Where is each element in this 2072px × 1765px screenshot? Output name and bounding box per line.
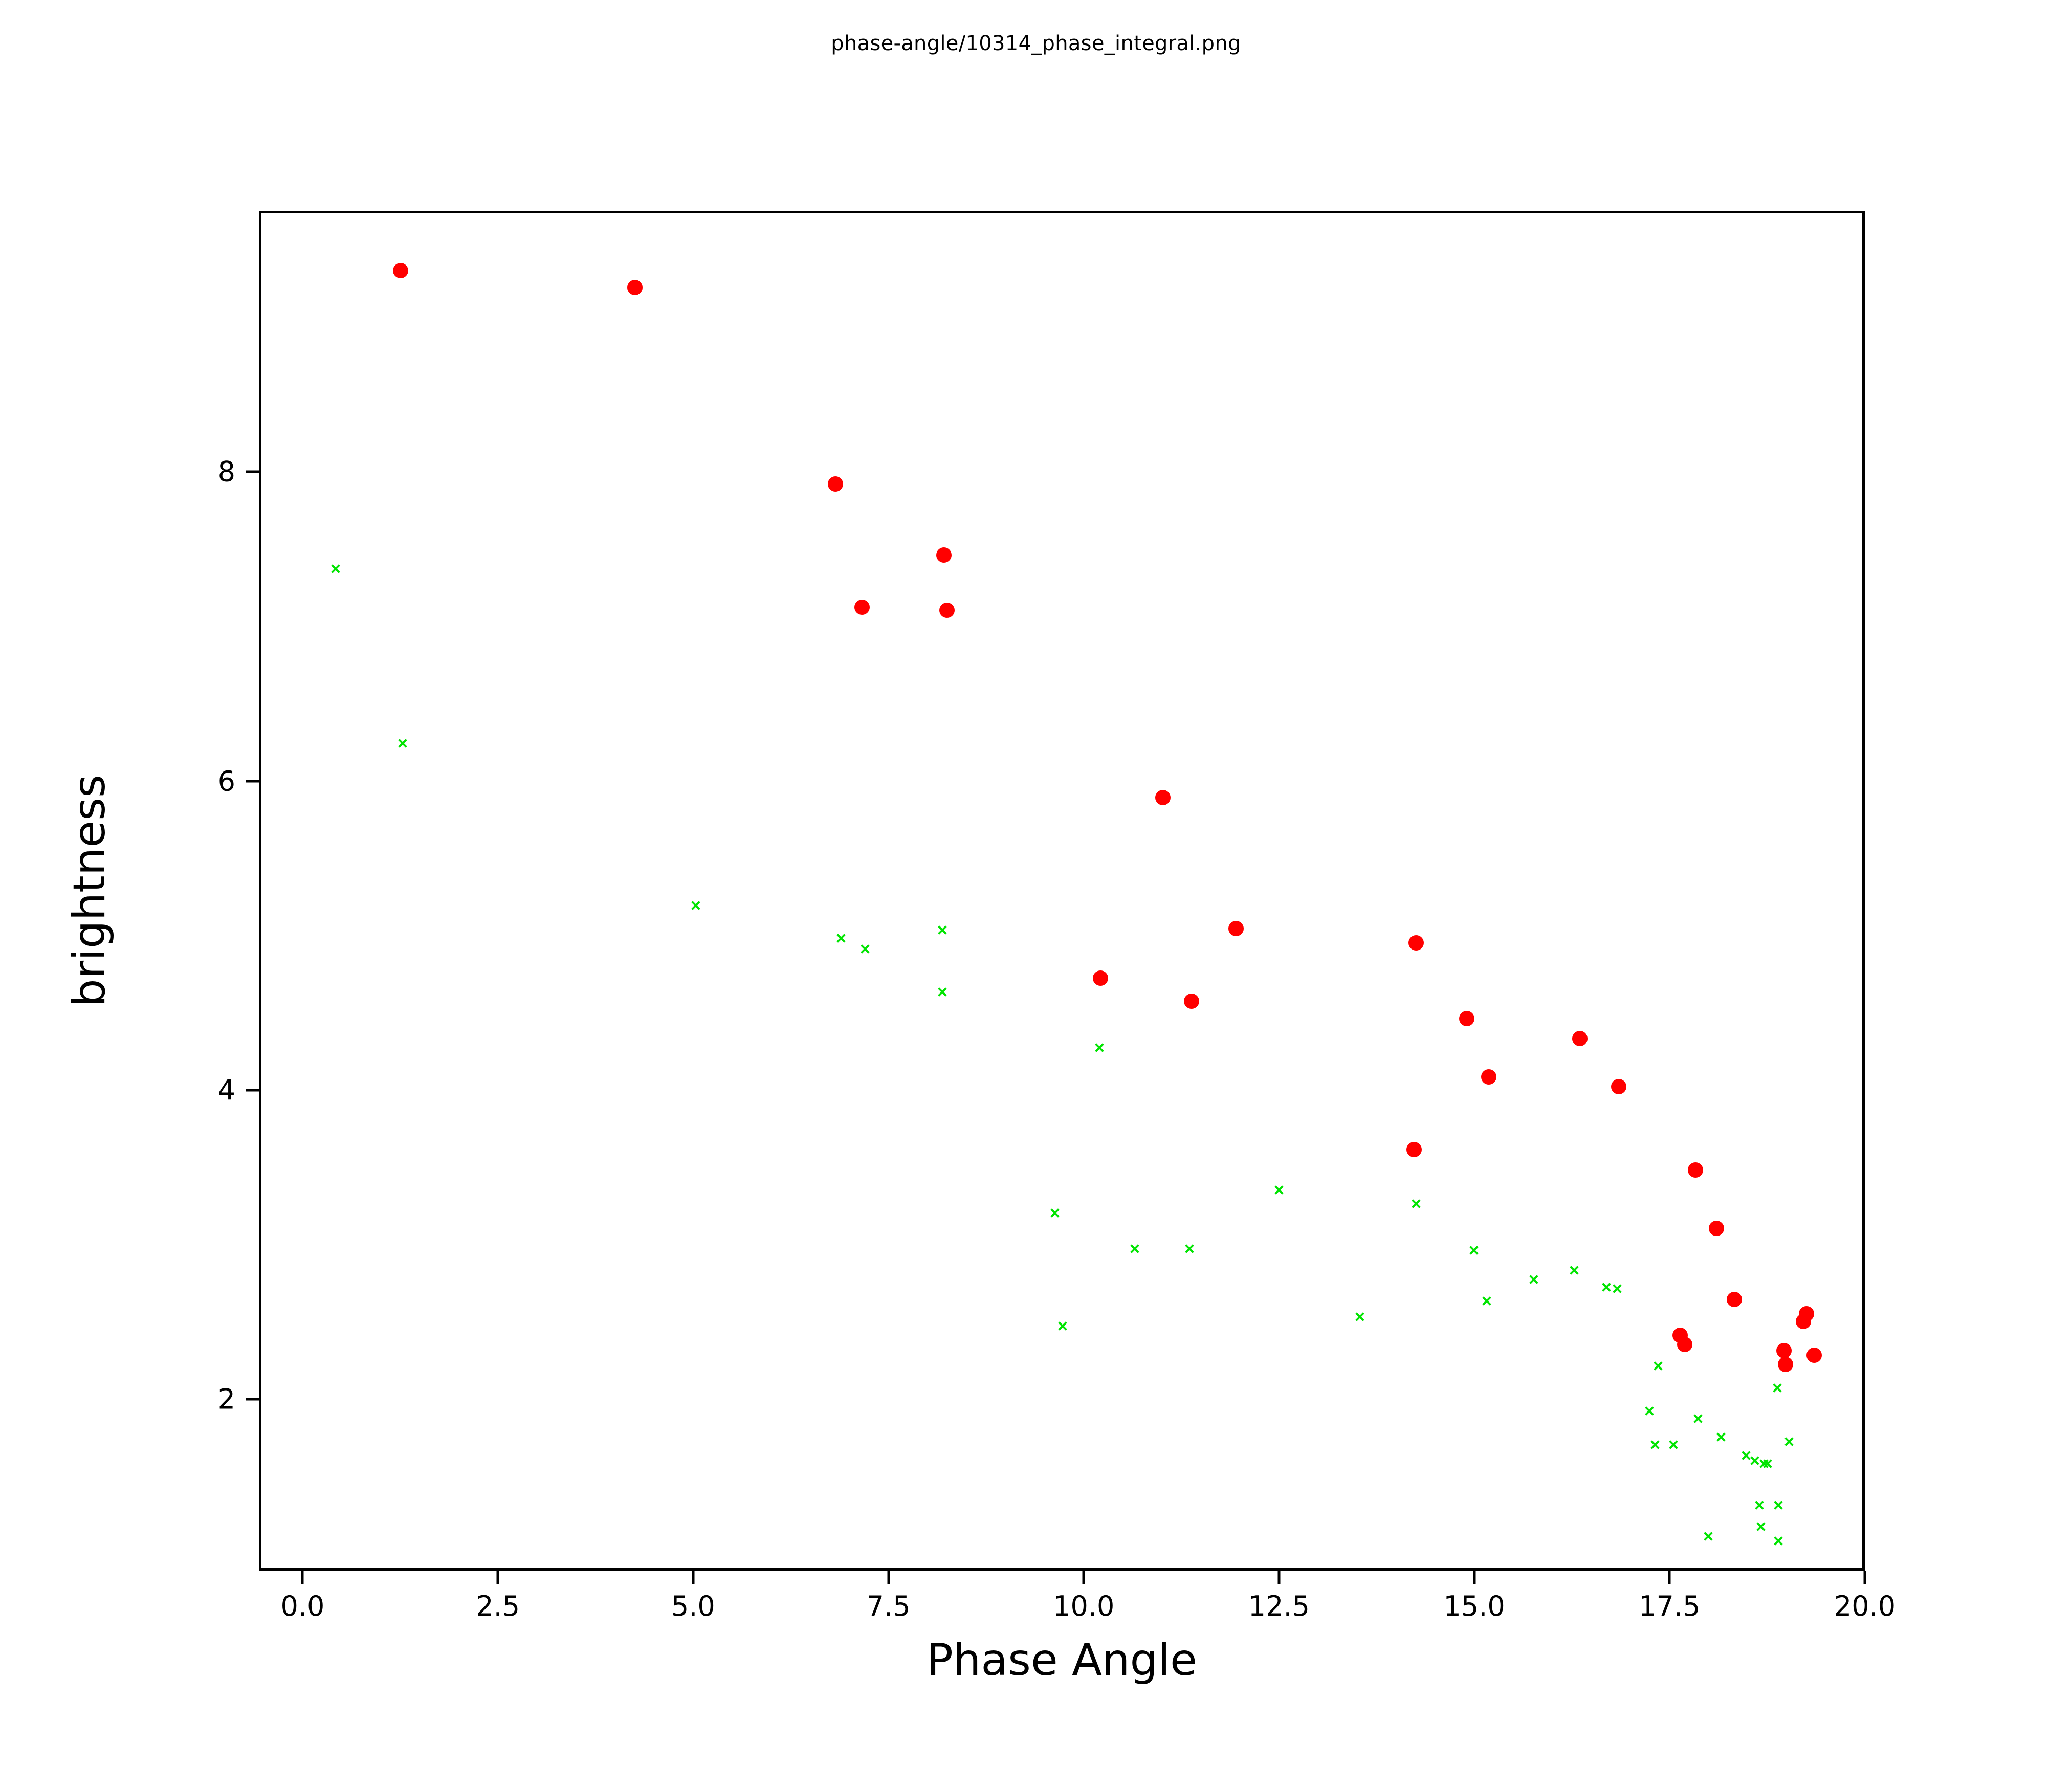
scatter-point-green-cross [1740, 1450, 1752, 1461]
scatter-point-green-cross [937, 924, 948, 936]
y-tick-mark [246, 1398, 259, 1401]
x-tick-label: 12.5 [1248, 1590, 1310, 1622]
y-tick-mark [246, 1089, 259, 1092]
scatter-point-green-cross [1184, 1243, 1195, 1254]
x-tick-label: 2.5 [476, 1590, 520, 1622]
scatter-point-red-circle [1228, 921, 1244, 937]
x-tick-mark [496, 1571, 499, 1584]
scatter-point-green-cross [1755, 1521, 1767, 1532]
x-tick-label: 15.0 [1443, 1590, 1505, 1622]
scatter-point-green-cross [1528, 1274, 1539, 1285]
scatter-point-green-cross [1049, 1207, 1061, 1219]
x-tick-label: 17.5 [1639, 1590, 1701, 1622]
y-axis-label: brightness [64, 775, 115, 1007]
x-tick-mark [887, 1571, 890, 1584]
scatter-point-red-circle [392, 262, 408, 278]
scatter-point-red-circle [1777, 1357, 1793, 1373]
scatter-point-red-circle [1727, 1292, 1743, 1308]
scatter-point-green-cross [1057, 1320, 1068, 1332]
scatter-point-red-circle [1184, 994, 1200, 1009]
y-axis-ticks: 2 4 6 8 [218, 0, 259, 1765]
scatter-point-red-circle [939, 603, 955, 619]
scatter-point-green-cross [1668, 1439, 1679, 1450]
scatter-point-red-circle [1611, 1078, 1627, 1094]
scatter-point-red-circle [1776, 1343, 1792, 1359]
scatter-point-green-cross [1601, 1282, 1612, 1293]
scatter-point-red-circle [936, 547, 952, 563]
scatter-point-red-circle [1481, 1069, 1496, 1085]
scatter-point-green-cross [1612, 1283, 1623, 1294]
scatter-point-green-cross [1715, 1431, 1727, 1443]
scatter-point-red-circle [1572, 1030, 1588, 1046]
scatter-point-green-cross [1652, 1360, 1664, 1372]
x-tick-label: 5.0 [671, 1590, 715, 1622]
scatter-point-red-circle [1406, 1142, 1422, 1158]
y-tick-mark [246, 470, 259, 473]
scatter-point-green-cross [1749, 1455, 1760, 1466]
scatter-point-green-cross [859, 943, 871, 955]
scatter-point-green-cross [1481, 1295, 1492, 1307]
scatter-point-green-cross [1354, 1311, 1365, 1322]
scatter-point-green-cross [1649, 1439, 1661, 1450]
scatter-point-red-circle [1709, 1221, 1725, 1237]
scatter-point-green-cross [1783, 1436, 1795, 1447]
figure-title: phase-angle/10314_phase_integral.png [831, 32, 1241, 55]
plot-area [259, 211, 1865, 1571]
y-tick-mark [246, 780, 259, 783]
x-tick-label: 20.0 [1834, 1590, 1896, 1622]
y-tick-label: 8 [217, 455, 235, 488]
scatter-point-green-cross [1758, 1458, 1770, 1469]
scatter-point-green-cross [690, 900, 701, 911]
scatter-point-green-cross [1410, 1198, 1422, 1209]
scatter-point-green-cross [330, 563, 341, 575]
scatter-point-red-circle [1677, 1336, 1692, 1352]
x-tick-mark [1668, 1571, 1671, 1584]
scatter-point-green-cross [1644, 1405, 1655, 1417]
scatter-point-green-cross [1772, 1382, 1783, 1394]
scatter-point-green-cross [1094, 1042, 1105, 1053]
scatter-point-green-cross [1569, 1265, 1580, 1276]
x-tick-mark [1863, 1571, 1866, 1584]
x-tick-mark [301, 1571, 304, 1584]
scatter-point-green-cross [1703, 1531, 1714, 1542]
scatter-point-red-circle [1688, 1162, 1704, 1178]
scatter-point-green-cross [1692, 1413, 1704, 1424]
y-tick-label: 4 [217, 1074, 235, 1107]
x-tick-mark [1277, 1571, 1281, 1584]
scatter-point-green-cross [1129, 1243, 1140, 1254]
y-tick-label: 2 [217, 1383, 235, 1416]
scatter-point-green-cross [1773, 1499, 1784, 1511]
scatter-point-red-circle [1806, 1348, 1822, 1363]
scatter-point-red-circle [1798, 1306, 1814, 1321]
scatter-point-green-cross [835, 933, 847, 944]
x-tick-mark [692, 1571, 695, 1584]
x-axis-label: Phase Angle [927, 1635, 1197, 1686]
scatter-point-green-cross [1762, 1458, 1773, 1469]
scatter-data-layer [261, 213, 1862, 1568]
scatter-point-green-cross [397, 738, 408, 749]
scatter-point-green-cross [1468, 1245, 1480, 1256]
scatter-point-red-circle [627, 279, 643, 295]
scatter-point-red-circle [854, 600, 870, 615]
x-tick-mark [1473, 1571, 1476, 1584]
x-tick-label: 7.5 [866, 1590, 911, 1622]
scatter-point-red-circle [1459, 1010, 1474, 1026]
scatter-point-green-cross [937, 986, 948, 998]
scatter-point-red-circle [1408, 935, 1424, 951]
x-tick-label: 0.0 [280, 1590, 325, 1622]
scatter-point-red-circle [1092, 970, 1108, 986]
y-tick-label: 6 [217, 765, 235, 798]
scatter-point-red-circle [1155, 789, 1171, 805]
x-tick-mark [1082, 1571, 1085, 1584]
x-tick-label: 10.0 [1053, 1590, 1115, 1622]
scatter-point-green-cross [1273, 1184, 1285, 1196]
scatter-point-green-cross [1754, 1499, 1765, 1511]
scatter-point-green-cross [1773, 1535, 1784, 1547]
scatter-point-red-circle [828, 476, 844, 492]
